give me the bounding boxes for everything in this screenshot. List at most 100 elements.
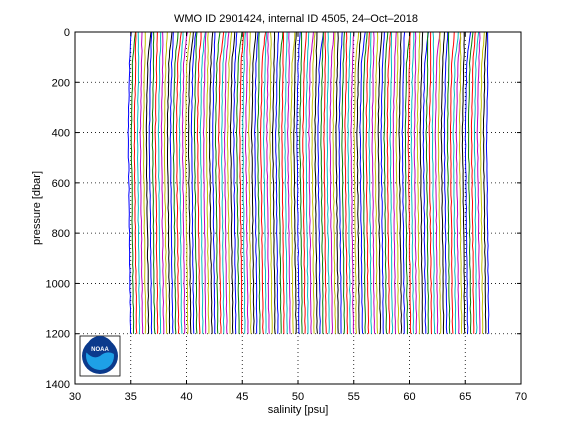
profile-line	[145, 31, 152, 334]
profile-line	[365, 31, 370, 334]
profile-line	[320, 31, 324, 334]
logo-text: NOAA	[91, 347, 109, 353]
chart-title: WMO ID 2901424, internal ID 4505, 24–Oct…	[174, 13, 418, 25]
profile-line	[314, 31, 318, 334]
y-tick-label: 1200	[46, 329, 70, 341]
y-axis: 0 200 400 600 800 1000 1200 1400	[46, 27, 521, 391]
profile-line	[299, 31, 303, 334]
profile-line	[440, 31, 445, 334]
profile-line	[419, 31, 424, 334]
y-tick-label: 0	[64, 27, 70, 39]
profile-line	[443, 31, 449, 334]
profile-line	[458, 31, 463, 334]
noaa-logo: NOAA	[79, 335, 121, 377]
y-axis-label: pressure [dbar]	[31, 171, 43, 245]
profile-line	[383, 31, 389, 334]
profile-line	[190, 31, 197, 334]
profile-line	[380, 31, 385, 334]
profile-line	[485, 32, 490, 334]
profile-line	[470, 31, 476, 334]
profile-line	[326, 31, 330, 334]
profile-line	[127, 31, 132, 334]
profile-line	[362, 31, 368, 334]
profile-line	[278, 31, 284, 334]
y-tick-label: 1400	[46, 379, 70, 391]
profile-line	[416, 31, 421, 334]
profile-line	[389, 31, 394, 334]
profile-line	[323, 31, 327, 334]
profile-line	[290, 31, 296, 334]
profile-line	[359, 31, 366, 334]
x-axis-label: salinity [psu]	[268, 404, 329, 416]
profile-line	[374, 31, 379, 334]
profile-line	[181, 31, 189, 334]
profile-line	[160, 31, 165, 334]
y-tick-label: 200	[52, 77, 70, 89]
profile-line	[172, 31, 179, 334]
profile-line	[398, 31, 403, 334]
profile-line	[455, 31, 462, 334]
profile-line	[266, 31, 270, 334]
profile-line	[284, 31, 288, 334]
profile-line	[449, 31, 455, 334]
profile-line	[148, 31, 153, 334]
profile-line	[431, 31, 436, 334]
profile-line	[184, 31, 192, 334]
profile-line	[209, 31, 214, 334]
profile-line	[193, 31, 198, 334]
profile-line	[239, 31, 245, 334]
profile-line	[187, 31, 194, 334]
x-tick-label: 65	[459, 391, 471, 403]
profile-line	[254, 31, 259, 334]
profile-line	[302, 31, 307, 334]
profile-line	[223, 31, 230, 334]
profile-line	[275, 31, 280, 334]
profile-line	[476, 31, 481, 334]
profile-line	[332, 31, 336, 334]
x-tick-label: 50	[292, 391, 304, 403]
profile-line	[196, 31, 202, 334]
profile-line	[214, 31, 221, 334]
profile-line	[169, 31, 174, 334]
profile-line	[350, 31, 355, 334]
profile-line	[248, 31, 252, 334]
profile-line	[401, 31, 406, 334]
profile-line	[377, 31, 383, 334]
profile-line	[154, 31, 159, 334]
y-tick-label: 1000	[46, 278, 70, 290]
profile-line	[205, 31, 210, 334]
profile-line	[178, 31, 184, 334]
profile-line	[287, 31, 291, 334]
profile-line	[395, 31, 400, 334]
x-tick-label: 70	[515, 391, 527, 403]
profile-line	[142, 31, 147, 334]
profile-line	[404, 31, 411, 334]
profile-line	[166, 31, 173, 334]
profile-line	[341, 31, 345, 334]
profile-line	[260, 31, 267, 334]
y-tick-label: 400	[52, 128, 70, 140]
profile-line	[245, 31, 249, 334]
profile-line	[311, 31, 316, 334]
profile-line	[335, 31, 339, 334]
profile-line	[308, 31, 314, 334]
profile-line	[241, 31, 246, 334]
profile-line	[386, 31, 392, 334]
profile-line	[368, 31, 372, 334]
profile-line	[344, 31, 348, 334]
profile-line	[428, 31, 433, 334]
profile-line	[473, 31, 480, 334]
x-tick-label: 35	[125, 391, 137, 403]
profile-line	[217, 31, 225, 334]
profile-line	[410, 31, 415, 334]
profile-line	[176, 31, 182, 334]
profile-line	[257, 31, 261, 334]
profile-line	[212, 31, 216, 334]
profile-line	[199, 31, 206, 334]
profile-line	[446, 31, 451, 334]
profile-line	[151, 31, 156, 334]
logo-sky	[86, 336, 114, 358]
profile-line	[263, 31, 267, 334]
profile-line	[461, 31, 466, 334]
